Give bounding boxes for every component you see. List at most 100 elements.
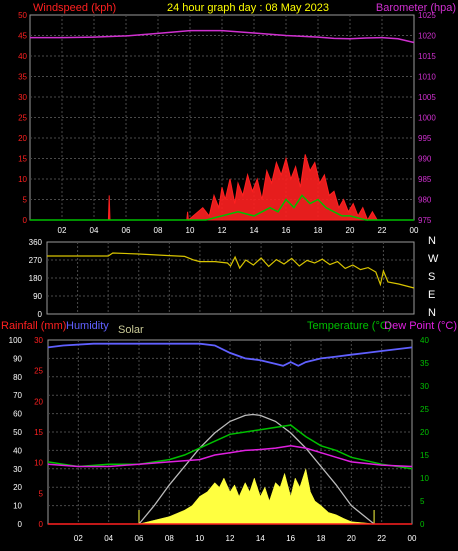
direction-tick-label: 360 (29, 238, 43, 247)
windspeed-tick-label: 10 (18, 175, 27, 184)
temperature-tick-label: 35 (420, 359, 429, 368)
direction-tick-label: 180 (29, 274, 43, 283)
humidity-tick-label: 0 (18, 520, 23, 529)
barometer-tick-label: 985 (418, 175, 432, 184)
temperature-axis-label: Temperature (°C) (307, 320, 391, 332)
barometer-tick-label: 995 (418, 134, 432, 143)
direction-tick-label: 90 (33, 292, 42, 301)
x-tick-label: 02 (58, 226, 67, 235)
windspeed-tick-label: 35 (18, 73, 27, 82)
barometer-tick-label: 990 (418, 155, 432, 164)
panel-wind-series (30, 29, 415, 222)
direction-line (47, 252, 415, 289)
compass-label: W (428, 253, 439, 265)
x-tick-label: 14 (256, 534, 265, 543)
x-tick-label: 08 (165, 534, 174, 543)
windspeed-tick-label: 20 (18, 134, 27, 143)
rainfall-tick-label: 0 (39, 520, 44, 529)
humidity-tick-label: 90 (13, 354, 22, 363)
barometer-tick-label: 975 (418, 216, 432, 225)
rainfall-tick-label: 15 (34, 428, 43, 437)
barometer-tick-label: 1005 (418, 93, 436, 102)
windspeed-tick-label: 40 (18, 52, 27, 61)
temperature-tick-label: 25 (420, 405, 429, 414)
x-tick-label: 14 (250, 226, 259, 235)
humidity-tick-label: 50 (13, 428, 22, 437)
dewpoint-line (47, 445, 413, 468)
barometer-tick-label: 980 (418, 196, 432, 205)
rainfall-tick-label: 25 (34, 367, 43, 376)
windspeed-tick-label: 0 (23, 216, 28, 225)
temperature-tick-label: 40 (420, 336, 429, 345)
barometer-axis-label: Barometer (hpa) (376, 2, 456, 14)
windspeed-tick-label: 5 (23, 196, 28, 205)
rainfall-tick-label: 5 (39, 489, 44, 498)
compass-label: S (428, 271, 435, 283)
panel-direction-grid (47, 242, 414, 314)
x-tick-label: 16 (282, 226, 291, 235)
temperature-tick-label: 5 (420, 497, 425, 506)
panel-temp-series (47, 342, 413, 525)
x-tick-label: 16 (286, 534, 295, 543)
humidity-tick-label: 80 (13, 373, 22, 382)
panel-wind-ticks: 0510152025303540455097598098599099510001… (18, 11, 436, 235)
rainfall-tick-label: 30 (34, 336, 43, 345)
x-tick-label: 20 (346, 226, 355, 235)
x-tick-label: 10 (195, 534, 204, 543)
compass-label: E (428, 289, 435, 301)
barometer-line (30, 29, 415, 44)
windspeed-tick-label: 45 (18, 32, 27, 41)
x-tick-label: 10 (186, 226, 195, 235)
wind-mean-line (30, 194, 414, 221)
panel-rain-humidity-temp: 0102030405060708090100051015202530051015… (1, 320, 457, 543)
windspeed-tick-label: 50 (18, 11, 27, 20)
barometer-tick-label: 1010 (418, 73, 436, 82)
panel-direction-series (47, 252, 415, 289)
rainfall-tick-label: 10 (34, 459, 43, 468)
temperature-tick-label: 10 (420, 474, 429, 483)
humidity-tick-label: 40 (13, 446, 22, 455)
humidity-tick-label: 60 (13, 410, 22, 419)
x-tick-label: 22 (378, 226, 387, 235)
compass-label: N (428, 235, 436, 247)
x-tick-label: 04 (90, 226, 99, 235)
x-tick-label: 12 (218, 226, 227, 235)
barometer-tick-label: 1025 (418, 11, 436, 20)
x-tick-label: 06 (135, 534, 144, 543)
barometer-tick-label: 1020 (418, 32, 436, 41)
solar-area (138, 467, 375, 525)
compass-label: N (428, 307, 436, 319)
humidity-tick-label: 20 (13, 483, 22, 492)
humidity-tick-label: 100 (9, 336, 23, 345)
humidity-tick-label: 70 (13, 391, 22, 400)
direction-tick-label: 270 (29, 256, 43, 265)
windspeed-tick-label: 15 (18, 155, 27, 164)
humidity-line (47, 342, 413, 367)
chart-title: 24 hour graph day : 08 May 2023 (167, 2, 329, 14)
temperature-tick-label: 30 (420, 382, 429, 391)
humidity-tick-label: 30 (13, 465, 22, 474)
x-tick-label: 00 (408, 534, 417, 543)
dewpoint-axis-label: Dew Point (°C) (384, 320, 457, 332)
solar-max-curve (138, 413, 375, 525)
windspeed-axis-label: Windspeed (kph) (33, 2, 116, 14)
x-tick-label: 04 (104, 534, 113, 543)
x-tick-label: 02 (74, 534, 83, 543)
x-tick-label: 20 (347, 534, 356, 543)
x-tick-label: 08 (154, 226, 163, 235)
barometer-tick-label: 1015 (418, 52, 436, 61)
windspeed-tick-label: 25 (18, 114, 27, 123)
humidity-axis-label: Humidity (66, 320, 109, 332)
x-tick-label: 06 (122, 226, 131, 235)
rainfall-tick-label: 20 (34, 397, 43, 406)
x-tick-label: 18 (317, 534, 326, 543)
x-tick-label: 12 (226, 534, 235, 543)
panel-wind-grid (30, 15, 414, 220)
temperature-tick-label: 15 (420, 451, 429, 460)
x-tick-label: 18 (314, 226, 323, 235)
x-tick-label: 00 (410, 226, 419, 235)
barometer-tick-label: 1000 (418, 114, 436, 123)
